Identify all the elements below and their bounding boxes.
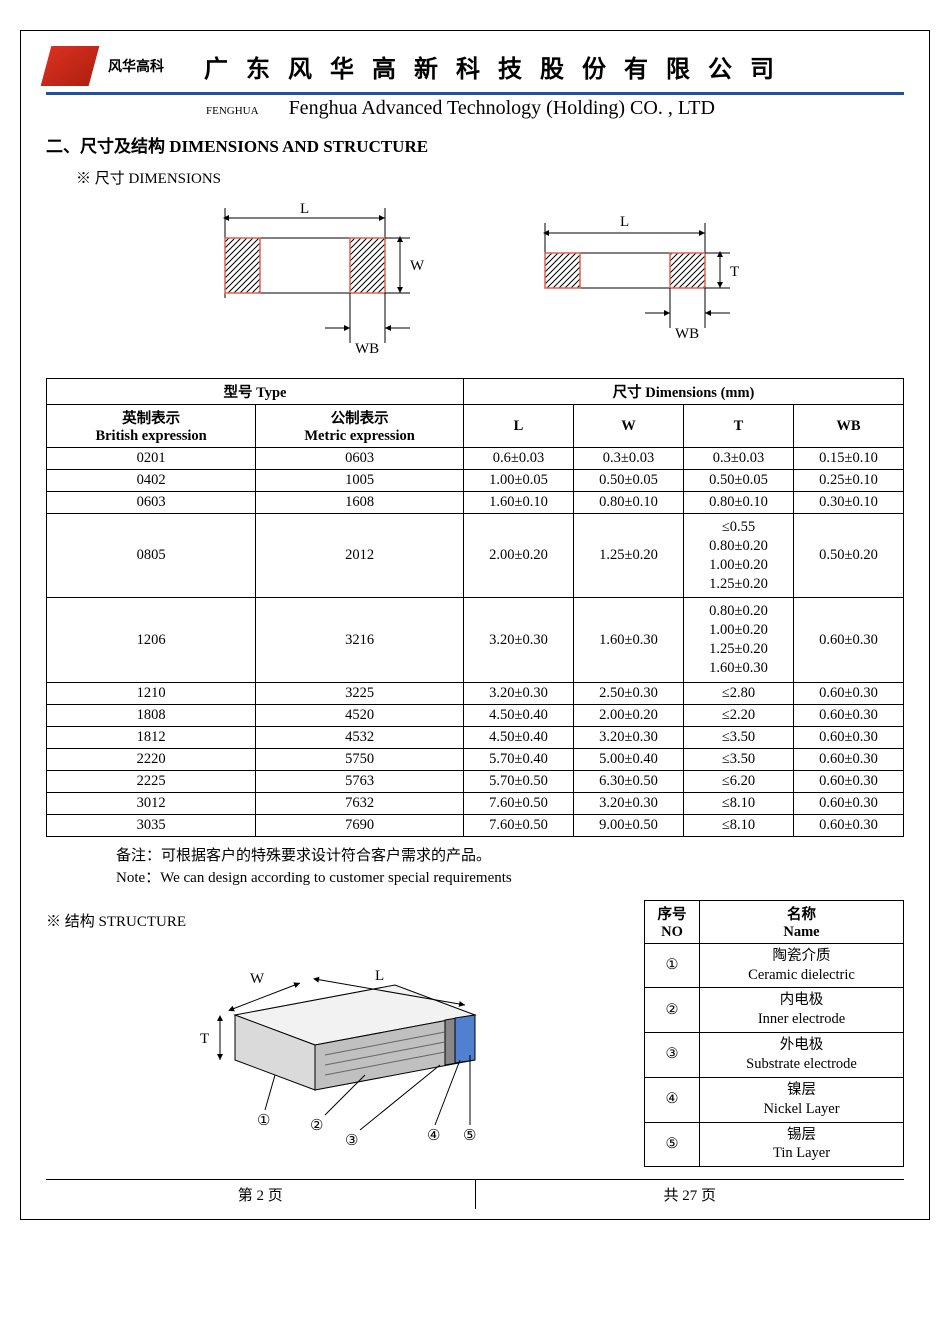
svg-text:T: T bbox=[200, 1031, 209, 1047]
label-WB2: WB bbox=[675, 326, 699, 342]
th-type: 型号 Type bbox=[47, 379, 464, 405]
table-row: 222557635.70±0.506.30±0.50≤6.200.60±0.30 bbox=[47, 770, 904, 792]
table-row: 303576907.60±0.509.00±0.50≤8.100.60±0.30 bbox=[47, 814, 904, 836]
th-L: L bbox=[464, 405, 574, 448]
th-dims: 尺寸 Dimensions (mm) bbox=[464, 379, 904, 405]
table-row: 080520122.00±0.201.25±0.20≤0.550.80±0.20… bbox=[47, 514, 904, 598]
th-no: 序号 NO bbox=[645, 900, 700, 943]
footer-page: 第 2 页 bbox=[46, 1180, 476, 1209]
company-name-cn: 广 东 风 华 高 新 科 技 股 份 有 限 公 司 bbox=[204, 49, 780, 84]
svg-text:②: ② bbox=[310, 1118, 323, 1134]
svg-text:③: ③ bbox=[345, 1133, 358, 1149]
table-row: 121032253.20±0.302.50±0.30≤2.800.60±0.30 bbox=[47, 682, 904, 704]
table-row: ①陶瓷介质Ceramic dielectric bbox=[645, 943, 904, 988]
note-cn: 备注：可根据客户的特殊要求设计符合客户需求的产品。 bbox=[116, 845, 904, 868]
footer-total: 共 27 页 bbox=[476, 1180, 905, 1209]
th-W: W bbox=[574, 405, 684, 448]
company-short-cn: 风华高科 bbox=[108, 60, 164, 75]
page-header: 风华高科 广 东 风 华 高 新 科 技 股 份 有 限 公 司 FENGHUA… bbox=[46, 46, 904, 120]
table-row: ④镍层Nickel Layer bbox=[645, 1077, 904, 1122]
dimensions-table: 型号 Type 尺寸 Dimensions (mm) 英制表示 British … bbox=[46, 378, 904, 837]
logo-icon bbox=[41, 46, 100, 86]
table-row: 060316081.60±0.100.80±0.100.80±0.100.30±… bbox=[47, 492, 904, 514]
table-row: 020106030.6±0.030.3±0.030.3±0.030.15±0.1… bbox=[47, 448, 904, 470]
side-view-diagram: L T WB bbox=[505, 198, 765, 358]
table-row: 040210051.00±0.050.50±0.050.50±0.050.25±… bbox=[47, 470, 904, 492]
notes-block: 备注：可根据客户的特殊要求设计符合客户需求的产品。 Note：We can de… bbox=[116, 845, 904, 890]
svg-text:④: ④ bbox=[427, 1128, 440, 1144]
page-footer: 第 2 页 共 27 页 bbox=[46, 1179, 904, 1209]
svg-text:W: W bbox=[250, 971, 265, 987]
th-name: 名称 Name bbox=[700, 900, 904, 943]
section-title: 二、尺寸及结构 DIMENSIONS AND STRUCTURE bbox=[46, 132, 904, 157]
top-view-diagram: L W WB bbox=[185, 198, 445, 358]
th-T: T bbox=[684, 405, 794, 448]
table-row: 222057505.70±0.405.00±0.40≤3.500.60±0.30 bbox=[47, 748, 904, 770]
structure-diagram: W L T ① ② ③ ④ ⑤ bbox=[145, 935, 515, 1155]
label-L: L bbox=[300, 201, 309, 217]
th-WB: WB bbox=[794, 405, 904, 448]
label-WB: WB bbox=[355, 341, 379, 357]
th-metric: 公制表示 Metric expression bbox=[256, 405, 464, 448]
table-row: ②内电极Inner electrode bbox=[645, 988, 904, 1033]
table-row: ③外电极Substrate electrode bbox=[645, 1033, 904, 1078]
label-T: T bbox=[730, 264, 739, 280]
svg-text:L: L bbox=[375, 968, 384, 984]
label-W: W bbox=[410, 258, 425, 274]
label-L2: L bbox=[620, 214, 629, 230]
table-row: 181245324.50±0.403.20±0.30≤3.500.60±0.30 bbox=[47, 726, 904, 748]
note-en: Note：We can design according to customer… bbox=[116, 867, 904, 890]
svg-text:⑤: ⑤ bbox=[463, 1128, 476, 1144]
structure-subtitle: ※ 结构 STRUCTURE bbox=[46, 910, 614, 931]
company-name-en: Fenghua Advanced Technology (Holding) CO… bbox=[289, 97, 715, 120]
th-british: 英制表示 British expression bbox=[47, 405, 256, 448]
dimensions-subtitle: ※ 尺寸 DIMENSIONS bbox=[76, 167, 904, 188]
structure-table: 序号 NO 名称 Name ①陶瓷介质Ceramic dielectric②内电… bbox=[644, 900, 904, 1167]
table-row: ⑤锡层Tin Layer bbox=[645, 1122, 904, 1167]
header-divider bbox=[46, 92, 904, 95]
table-row: 180845204.50±0.402.00±0.20≤2.200.60±0.30 bbox=[47, 704, 904, 726]
table-row: 120632163.20±0.301.60±0.300.80±0.201.00±… bbox=[47, 598, 904, 682]
table-row: 301276327.60±0.503.20±0.30≤8.100.60±0.30 bbox=[47, 792, 904, 814]
fenghua-label: FENGHUA bbox=[206, 105, 259, 117]
svg-text:①: ① bbox=[257, 1113, 270, 1129]
dimension-diagrams: L W WB bbox=[46, 198, 904, 358]
